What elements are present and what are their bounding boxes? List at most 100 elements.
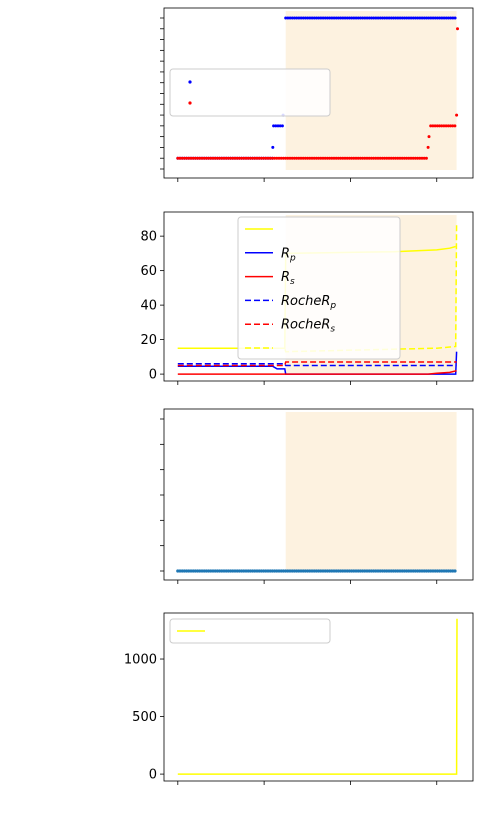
data-point: [275, 569, 279, 573]
data-point: [350, 156, 354, 160]
data-point: [304, 16, 307, 20]
data-point: [367, 156, 371, 160]
data-point: [438, 124, 441, 128]
data-point: [281, 569, 285, 573]
panel-4: 0 500 1000: [124, 612, 474, 785]
y-tick-label: 0: [149, 368, 157, 383]
data-point: [451, 124, 455, 128]
data-point: [385, 569, 389, 573]
data-point: [339, 156, 343, 160]
data-point: [453, 124, 457, 128]
data-point: [367, 16, 371, 20]
y-tick-label: 0: [149, 768, 157, 783]
series-line-rocher-s: [177, 361, 457, 367]
data-point: [292, 156, 296, 160]
data-point: [400, 16, 404, 20]
data-point: [424, 569, 428, 573]
data-point: [325, 156, 329, 160]
data-point: [343, 16, 347, 20]
data-point: [284, 569, 288, 573]
data-point: [405, 16, 409, 20]
data-point: [376, 569, 380, 573]
data-point: [440, 124, 444, 128]
data-point: [235, 156, 239, 160]
data-point: [411, 156, 415, 160]
data-point: [396, 156, 400, 160]
legend-label-sub: s: [290, 277, 295, 287]
data-point: [278, 124, 282, 128]
data-point: [202, 569, 206, 573]
data-point: [378, 569, 382, 573]
data-point: [306, 156, 310, 160]
data-point: [444, 124, 448, 128]
data-point: [426, 145, 430, 149]
data-point: [332, 156, 336, 160]
data-point: [321, 569, 325, 573]
data-point: [268, 569, 272, 573]
legend-label-sub: p: [289, 253, 296, 263]
data-point: [372, 156, 376, 160]
data-point: [339, 569, 343, 573]
data-point: [242, 156, 246, 160]
data-point: [348, 16, 351, 20]
data-point: [262, 569, 266, 573]
data-point: [330, 156, 334, 160]
data-point: [328, 156, 332, 160]
data-point: [226, 156, 230, 160]
data-point: [330, 569, 334, 573]
data-point: [301, 156, 305, 160]
data-point: [191, 569, 195, 573]
data-point: [317, 156, 321, 160]
data-point: [363, 569, 367, 573]
data-point: [293, 16, 296, 20]
data-point: [380, 569, 384, 573]
data-point: [433, 16, 437, 20]
data-point: [389, 16, 393, 20]
data-point: [182, 156, 186, 160]
data-point: [301, 569, 305, 573]
data-point: [286, 16, 290, 20]
data-point: [312, 156, 316, 160]
data-point: [270, 156, 274, 160]
data-point: [255, 569, 259, 573]
data-point: [332, 569, 336, 573]
data-point: [301, 16, 305, 20]
data-point: [310, 156, 314, 160]
data-point: [431, 569, 435, 573]
data-point: [429, 124, 433, 128]
data-point: [233, 569, 237, 573]
data-point: [416, 16, 420, 20]
data-point: [451, 16, 455, 20]
data-point: [233, 156, 237, 160]
axes-frame: [163, 612, 474, 782]
data-point: [370, 16, 373, 20]
data-point: [427, 16, 431, 20]
data-point: [398, 16, 402, 20]
data-point: [411, 569, 415, 573]
data-point: [321, 156, 325, 160]
data-point: [264, 156, 268, 160]
data-point: [244, 156, 248, 160]
data-point: [277, 156, 281, 160]
data-point: [323, 156, 327, 160]
data-point: [394, 156, 398, 160]
data-point: [358, 156, 362, 160]
data-point: [257, 156, 261, 160]
data-point: [383, 156, 387, 160]
data-point: [361, 16, 365, 20]
series-line-eccentricity: [177, 618, 458, 775]
data-point: [391, 156, 395, 160]
data-point: [213, 569, 217, 573]
legend-box: [169, 618, 331, 644]
data-point: [407, 156, 411, 160]
data-point: [420, 569, 424, 573]
data-point: [363, 16, 367, 20]
data-point: [196, 569, 200, 573]
data-point: [420, 156, 424, 160]
data-point: [323, 16, 327, 20]
data-point: [446, 569, 450, 573]
data-point: [405, 156, 409, 160]
data-point: [387, 156, 391, 160]
data-point: [286, 156, 290, 160]
data-point: [431, 124, 435, 128]
